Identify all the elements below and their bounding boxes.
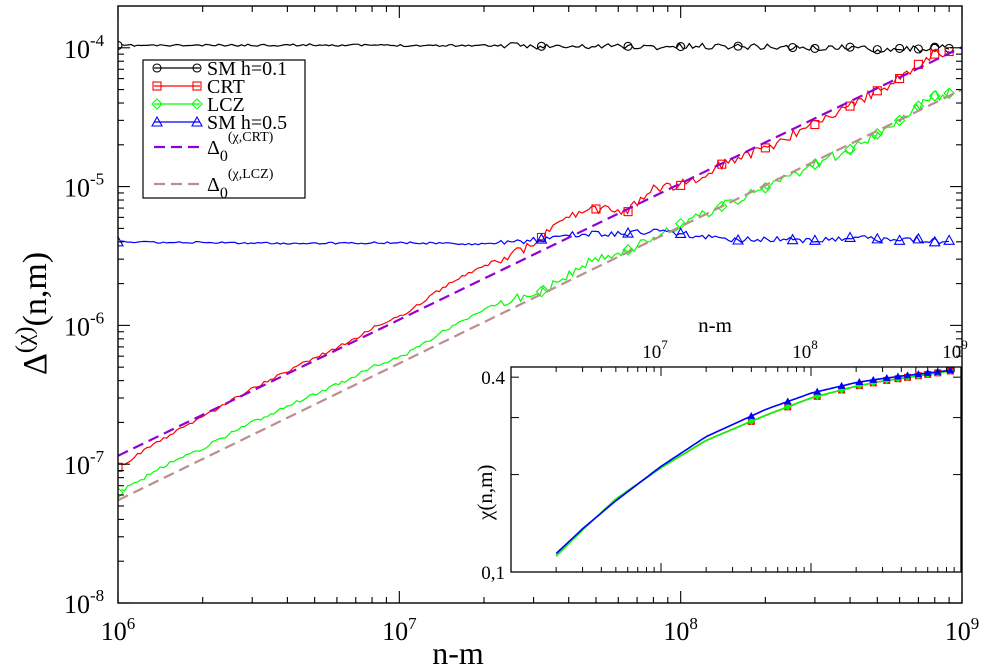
series-sm-h-0-1-marker-3: [676, 42, 686, 52]
series-sm-h-0-5-marker-8: [871, 232, 884, 244]
inset-series-sm-marker-9: [914, 370, 923, 378]
inset-y-tick-label: 0,1: [481, 563, 505, 584]
series-sm-h-0-5-marker-4: [732, 233, 745, 245]
series-sm-h-0-1-marker-9: [895, 43, 905, 53]
y-tick-label: 10-5: [64, 170, 104, 203]
series-sm-h-0-5-marker-11: [928, 235, 941, 247]
series-sm-h-0-5-marker-10: [912, 232, 925, 244]
series-sm-h-0-5-line: [121, 228, 950, 246]
series-sm-h-0-5-marker-1: [535, 232, 548, 244]
series-sm-h-0-5-marker-3: [674, 227, 687, 238]
series--0-lcz--line: [118, 88, 962, 502]
x-tick-label: 108: [663, 614, 698, 646]
y-tick-label: 10-6: [64, 308, 104, 341]
inset-series-group: [555, 367, 955, 557]
inset-series-sm-marker-2: [813, 387, 822, 395]
inset-series-sm-marker-4: [855, 378, 864, 385]
series-lcz-marker-1: [535, 285, 548, 298]
series-sm-h-0-5-marker-5: [786, 233, 799, 245]
legend-crt-marker-left: [152, 81, 162, 91]
series-sm-h-0-5-marker-2: [622, 226, 634, 238]
x-axis-label: n-m: [432, 635, 484, 668]
series-crt-marker-10: [895, 74, 905, 84]
inset-series-sm-marker-12: [946, 367, 955, 374]
series-sm-h-0-1-marker-7: [845, 42, 855, 52]
series-sm-h-0-1-marker-4: [733, 41, 743, 51]
series--0-crt--line: [118, 46, 962, 457]
series-crt-marker-5: [717, 159, 727, 169]
y-axis-label: Δ(χ)(n,m): [12, 252, 54, 375]
series-crt-marker-2: [591, 204, 601, 214]
x-tick-label: 109: [945, 614, 980, 646]
series-lcz-marker-7: [844, 143, 856, 156]
inset-background: [511, 367, 961, 572]
series-crt-marker-7: [810, 119, 820, 130]
series-sm-h-0-1-marker-11: [930, 42, 940, 52]
main-plot-frame: [117, 5, 963, 604]
series-sm-h-0-1-marker-8: [872, 45, 882, 55]
series-lcz-marker-12: [943, 87, 955, 100]
legend-crt-marker-right: [192, 81, 202, 91]
legend-sm-h-0-5-marker-right: [191, 115, 203, 127]
x-tick-label: 106: [101, 614, 136, 646]
series-lcz-marker-11: [928, 90, 941, 102]
inset-series-lcz-marker-2: [813, 392, 821, 401]
series-sm-h-0-1-marker-5: [788, 43, 798, 53]
y-tick-label: 10-7: [64, 447, 105, 480]
series-sm-h-0-1-marker-6: [810, 43, 820, 53]
series-lcz-marker-2: [622, 244, 634, 256]
series-crt-marker-12: [930, 49, 940, 59]
inset-x-tick-label: 108: [792, 337, 818, 363]
y-tick-label: 10-8: [64, 586, 104, 619]
inset-plot: 107 108 109 n-m 0,1 0.4 χ(n,m): [473, 313, 968, 584]
series-sm-h-0-5-marker-7: [844, 231, 856, 243]
inset-series-sm-marker-3: [837, 381, 846, 389]
series-crt-marker-6: [760, 143, 770, 153]
series-sm-h-0-1-marker-0: [118, 40, 123, 50]
legend-sm-h-0-1-marker-right: [192, 63, 202, 73]
legend-lcz-marker-right: [191, 98, 203, 110]
legend--0-lcz--label: Δ0(χ,LCZ): [207, 167, 274, 202]
legend--0-crt--label: Δ0(χ,CRT): [207, 130, 274, 165]
series-lcz-marker-4: [715, 200, 728, 213]
legend-lcz-marker-left: [151, 98, 163, 110]
inset-x-axis-label: n-m: [698, 313, 732, 337]
inset-series-sm-marker-10: [923, 368, 932, 376]
inset-series-lcz-marker-0: [747, 417, 756, 426]
inset-series-sm-marker-0: [747, 412, 756, 419]
inset-series-lcz-marker-1: [784, 403, 792, 411]
inset-y-tick-label: 0.4: [481, 368, 505, 389]
legend-sm-h-0-5-label: SM h=0.5: [207, 112, 287, 134]
legend-sm-h-0-1-label: SM h=0.1: [207, 58, 287, 80]
series-crt-marker-0: [118, 462, 123, 472]
inset-series-sm-marker-8: [903, 371, 912, 379]
inset-series-sm-marker-1: [783, 397, 792, 405]
x-tick-label: 107: [382, 614, 417, 646]
inset-series-sm-marker-6: [882, 373, 891, 381]
series-sm-h-0-1-marker-2: [623, 41, 633, 51]
inset-x-tick-label: 109: [942, 337, 968, 363]
inset-x-tick-label: 107: [642, 337, 668, 363]
legend-sm-h-0-5-marker-left: [151, 115, 163, 127]
series-sm-h-0-1-marker-1: [536, 41, 546, 51]
y-tick-label: 10-4: [64, 31, 105, 64]
legend-crt-label: CRT: [207, 76, 245, 98]
inset-y-axis-label: χ(n,m): [473, 465, 497, 521]
series-sm-h-0-5-marker-6: [808, 234, 821, 245]
series-crt-marker-8: [845, 101, 855, 111]
legend-box: [142, 59, 306, 199]
legend-lcz-label: LCZ: [207, 94, 245, 116]
inset-frame: [510, 366, 962, 573]
inset-series-sm-marker-7: [894, 372, 902, 380]
main-plot: 106 107 108 109 10-8 10-7 10-6 10-5 10-4 n-m Δ(χ)(…: [12, 5, 980, 668]
legend-sm-h-0-1-marker-left: [152, 63, 162, 73]
series-sm-h-0-5-marker-12: [943, 234, 956, 245]
series-lcz-marker-0: [118, 487, 124, 499]
series-sm-h-0-1-marker-10: [913, 44, 923, 54]
inset-series-sm-marker-5: [869, 375, 878, 383]
main-series-group: [118, 40, 962, 502]
series-sm-h-0-5-marker-9: [893, 234, 906, 245]
